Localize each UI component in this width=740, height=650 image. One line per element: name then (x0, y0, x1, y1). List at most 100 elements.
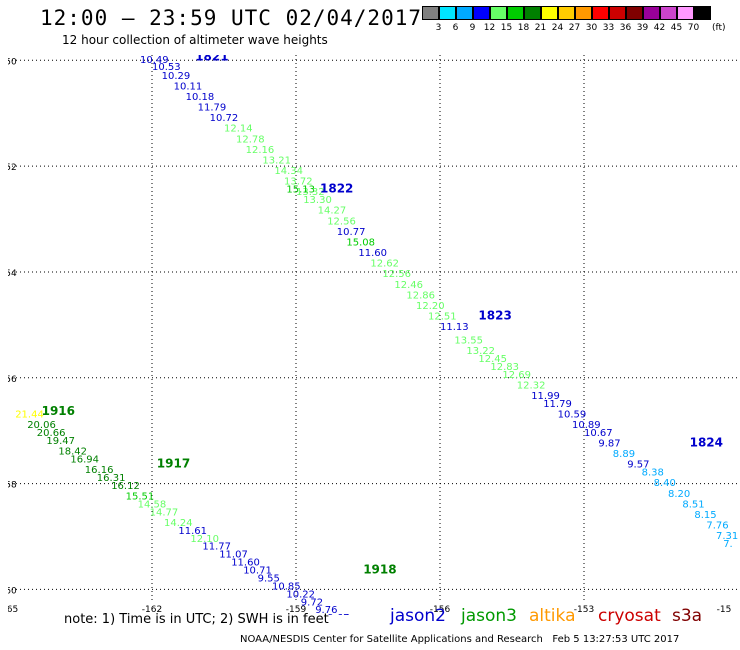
legend-label: 36 (619, 23, 632, 33)
wave-height-label: 9.57 (627, 460, 649, 471)
wave-height-label: 16.94 (70, 454, 99, 465)
wave-height-label: 13.22 (466, 346, 495, 357)
wave-height-label: 10.18 (186, 92, 215, 103)
wave-height-label: 12.20 (416, 301, 445, 312)
wave-height-map: -165 -162 -159 -156 -153 -15 -50 -52 -54 -56 -58 -6… (8, 55, 740, 615)
wave-height-label: 9.67 (327, 613, 349, 615)
legend-label: 15 (500, 23, 513, 33)
legend-swatch (592, 6, 609, 20)
wave-height-label: 14.24 (164, 518, 193, 529)
wave-height-label: 10.53 (152, 62, 181, 73)
wave-height-label: 13.55 (454, 335, 483, 346)
axis-ticks: -165 -162 -159 -156 -153 -15 -50 -52 -54 -56 -58 -6… (8, 57, 731, 615)
legend-swatch (439, 6, 456, 20)
wave-height-label: 12.62 (370, 259, 399, 270)
wave-height-label: 11.79 (543, 399, 572, 410)
pass-number-label: 1916 (42, 404, 75, 418)
mission-name: jason3 (461, 606, 517, 626)
wave-height-label: 16.16 (85, 465, 114, 476)
wave-height-label: 10.77 (337, 227, 366, 238)
wave-height-label: 10.11 (174, 81, 203, 92)
legend-swatch (524, 6, 541, 20)
legend-swatch (507, 6, 524, 20)
wave-height-label: 11.07 (219, 550, 248, 561)
wave-height-label: 9.87 (598, 439, 620, 450)
legend-swatch (643, 6, 660, 20)
wave-height-label: 15.13 (286, 185, 315, 196)
wave-height-label: 16.31 (97, 473, 126, 484)
wave-height-label: 13.72 (284, 177, 313, 188)
wave-height-label: 7. (723, 539, 733, 550)
legend-swatch (541, 6, 558, 20)
wave-height-label: 12.51 (428, 312, 457, 323)
wave-height-label: 8.15 (694, 510, 716, 521)
x-tick-label: -15 (717, 605, 732, 615)
wave-height-label: 14.34 (274, 166, 303, 177)
legend-label: 9 (469, 23, 476, 33)
wave-height-label: 8.89 (613, 449, 635, 460)
legend-swatch (575, 6, 592, 20)
wave-height-label: 12.69 (502, 370, 531, 381)
x-tick-label: -162 (142, 605, 162, 615)
wave-height-label: 12.86 (406, 290, 435, 301)
x-tick-label: -159 (286, 605, 307, 615)
pass-number-label: 1823 (478, 309, 511, 323)
legend-swatch (558, 6, 575, 20)
pass-number-label: 1824 (690, 436, 723, 450)
wave-height-label: 12.10 (190, 534, 219, 545)
legend-label: 18 (517, 23, 530, 33)
wave-height-label: 12.45 (478, 354, 507, 365)
wave-height-label: 11.13 (440, 322, 469, 333)
y-tick-label: -54 (8, 269, 17, 279)
wave-height-label: 12.56 (327, 216, 356, 227)
note-text: note: 1) Time is in UTC; 2) SWH is in fe… (64, 612, 329, 627)
wave-height-label: 10.89 (572, 420, 601, 431)
wave-height-label: 13.30 (303, 195, 332, 206)
legend-swatch (456, 6, 473, 20)
wave-height-label: 12.56 (382, 269, 411, 280)
timestamp-text: Feb 5 13:27:53 UTC 2017 (552, 634, 680, 645)
legend-label: 42 (653, 23, 666, 33)
wave-height-label: 14.27 (318, 206, 347, 217)
wave-height-label: 12.46 (394, 280, 423, 291)
wave-height-label: 12.83 (490, 362, 519, 373)
wave-height-label: 8.40 (654, 478, 676, 489)
wave-height-label: 9.76 (315, 605, 337, 615)
legend-swatch (422, 6, 439, 20)
wave-height-label: 12.14 (224, 124, 253, 135)
observation-labels: 10.4910.5310.2910.1110.1811.7910.7212.14… (15, 55, 738, 615)
wave-height-label: 10.49 (140, 55, 169, 66)
legend-unit: (ft) (712, 23, 726, 33)
wave-height-label: 8.20 (668, 489, 690, 500)
legend-label: 24 (551, 23, 564, 33)
legend-swatch (677, 6, 694, 20)
legend-label: 70 (687, 23, 700, 33)
chart-subtitle: 12 hour collection of altimeter wave hei… (62, 33, 328, 47)
wave-height-label: 7.31 (716, 531, 738, 542)
wave-height-label: 7.76 (706, 521, 728, 532)
wave-height-label: 13.21 (262, 155, 291, 166)
wave-height-label: 11.79 (198, 103, 227, 114)
wave-height-label: 21.44 (15, 409, 44, 420)
legend-label: 30 (585, 23, 598, 33)
legend-label: 21 (534, 23, 547, 33)
wave-height-label: 8.51 (682, 499, 704, 510)
pass-labels: 1821 1822 1823 1824 1916 1917 1918 (42, 55, 723, 577)
y-tick-label: -56 (8, 375, 17, 385)
pass-number-label: 1918 (363, 563, 396, 577)
y-tick-label: -60 (8, 586, 17, 596)
footer-credit: NOAA/NESDIS Center for Satellite Applica… (240, 634, 679, 645)
legend-label: 27 (568, 23, 581, 33)
legend-label: 45 (670, 23, 683, 33)
wave-height-label: 12.16 (246, 145, 275, 156)
mission-name: jason2 (390, 606, 446, 626)
y-tick-label: -52 (8, 163, 17, 173)
legend-label: 12 (483, 23, 496, 33)
wave-height-label: 10.85 (272, 581, 301, 592)
legend-label: 3 (435, 23, 442, 33)
legend-label: 33 (602, 23, 615, 33)
wave-height-label: 19.47 (46, 436, 75, 447)
legend-swatch (490, 6, 507, 20)
wave-height-label: 11.99 (531, 391, 560, 402)
mission-name: cryosat (598, 606, 661, 626)
